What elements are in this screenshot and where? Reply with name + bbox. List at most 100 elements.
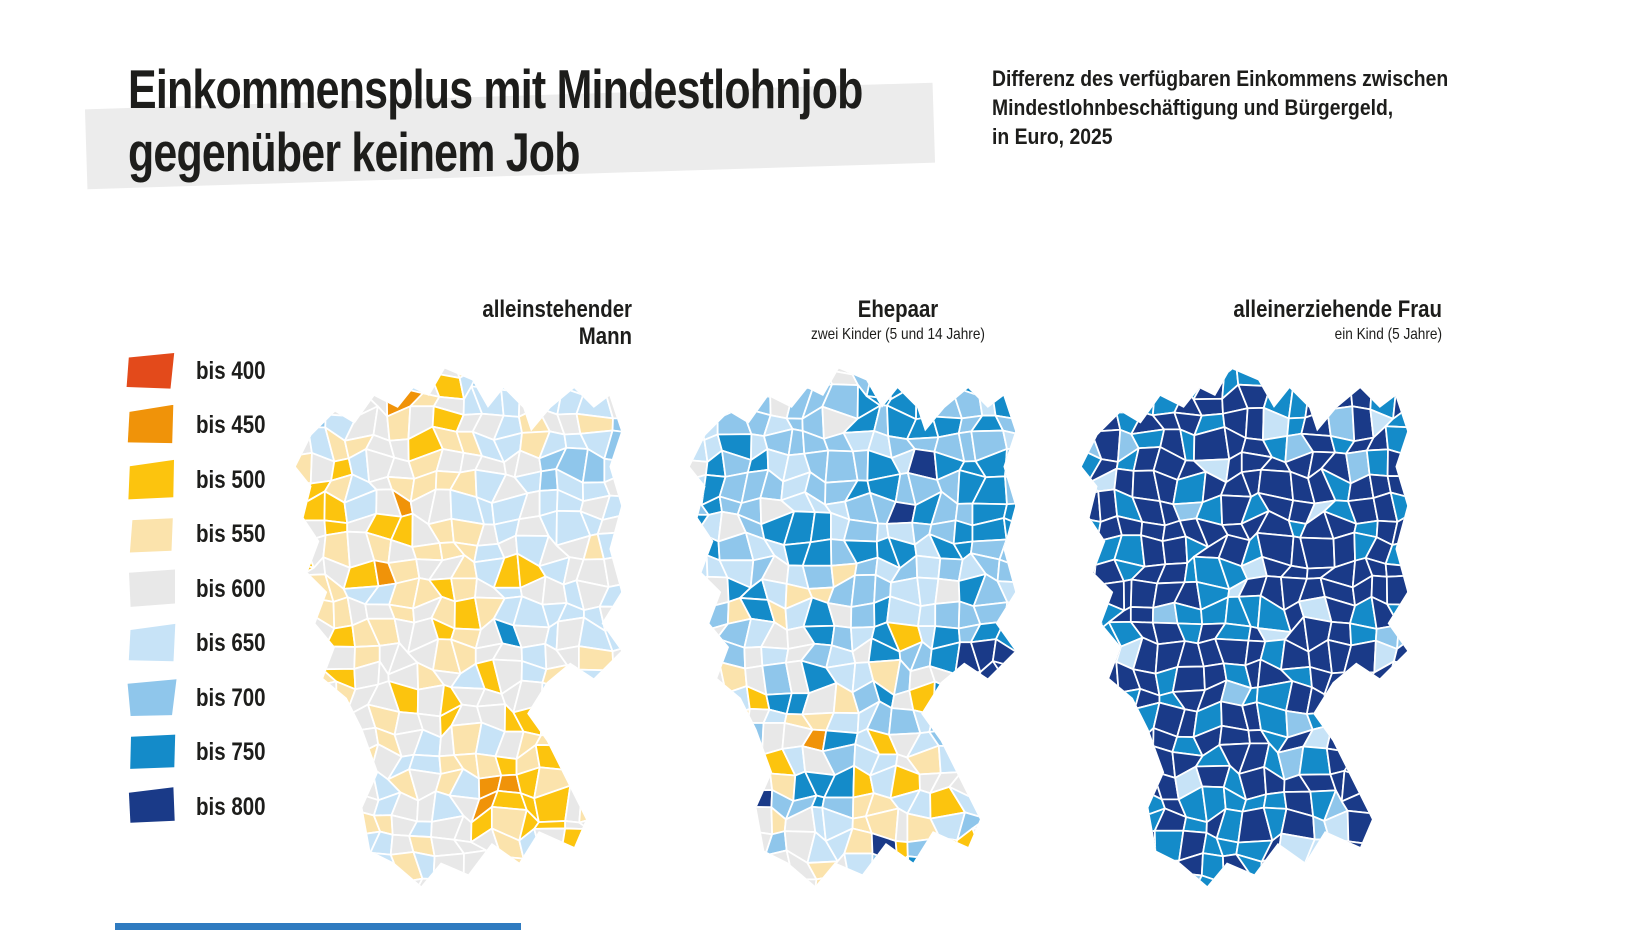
district-cell <box>1081 773 1095 788</box>
district-cell <box>1391 702 1408 737</box>
district-cell <box>564 368 580 374</box>
district-cell <box>1097 724 1114 752</box>
district-cell <box>1020 688 1049 715</box>
district-cell <box>1002 770 1016 793</box>
district-cell <box>295 686 311 717</box>
page-subtitle: Differenz des verfügbaren Einkommens zwi… <box>992 66 1449 149</box>
district-cell <box>1108 368 1146 379</box>
district-cell <box>1259 877 1295 887</box>
district-cell <box>1457 788 1466 822</box>
district-cell <box>600 769 622 800</box>
district-cell <box>538 468 559 492</box>
district-cell <box>1074 405 1079 436</box>
district-cell <box>599 678 622 709</box>
district-cell <box>311 869 334 887</box>
district-cell <box>722 767 743 792</box>
district-cell <box>994 414 1016 437</box>
district-cell <box>1074 787 1079 820</box>
district-cell <box>1074 599 1078 623</box>
district-cell <box>978 368 1009 397</box>
choropleth-map-alleinerziehende-frau <box>1074 349 1466 887</box>
district-cell <box>295 479 312 504</box>
district-cell <box>915 383 934 421</box>
district-cell <box>541 860 572 886</box>
district-cell <box>934 368 965 374</box>
district-cell <box>780 368 809 373</box>
district-cell <box>1325 747 1357 776</box>
district-cell <box>1130 860 1161 875</box>
district-cell <box>740 395 772 417</box>
district-cell <box>887 349 914 367</box>
legend-label: bis 550 <box>196 520 266 549</box>
district-cell <box>587 870 613 887</box>
district-cell <box>1363 368 1397 377</box>
district-cell <box>599 870 622 887</box>
district-cell <box>672 729 680 753</box>
legend-swatch-icon <box>127 404 174 443</box>
district-cell <box>295 368 314 372</box>
district-cell <box>1131 764 1163 801</box>
district-cell <box>951 853 984 878</box>
district-cell <box>1256 368 1291 379</box>
district-cell <box>1062 620 1074 652</box>
district-cell <box>934 600 961 630</box>
district-cell <box>1343 704 1375 736</box>
district-cell <box>1451 711 1466 735</box>
district-cell <box>1431 558 1453 586</box>
district-cell <box>1457 368 1466 399</box>
district-cell <box>1450 494 1466 517</box>
district-cell <box>1328 838 1350 862</box>
district-cell <box>1171 665 1206 693</box>
district-cell <box>738 767 774 792</box>
page-title-line1: Einkommensplus mit Mindestlohnjob <box>128 58 863 120</box>
district-cell <box>1142 727 1155 751</box>
district-cell <box>997 829 1016 857</box>
district-cell <box>642 710 671 732</box>
district-cell <box>1062 416 1074 438</box>
district-cell <box>626 497 648 521</box>
district-cell <box>518 383 539 418</box>
district-cell <box>1427 834 1463 855</box>
district-cell <box>744 369 772 398</box>
district-cell <box>534 368 569 389</box>
district-cell <box>705 704 733 738</box>
district-cell <box>295 519 305 543</box>
district-cell <box>629 351 652 367</box>
district-cell <box>303 851 329 873</box>
district-cell <box>700 742 730 773</box>
district-cell <box>288 666 291 695</box>
district-cell <box>1081 584 1099 600</box>
district-cell <box>1439 754 1460 771</box>
district-cell <box>295 416 309 434</box>
district-cell <box>644 726 672 755</box>
district-cell <box>1035 786 1056 816</box>
district-cell <box>1111 749 1146 768</box>
district-cell <box>1385 775 1408 793</box>
district-cell <box>500 388 521 418</box>
district-cell <box>1457 436 1466 461</box>
district-cell <box>1404 786 1408 819</box>
district-cell <box>917 602 937 628</box>
district-cell <box>1448 349 1466 368</box>
district-cell <box>1153 368 1187 377</box>
district-cell <box>578 349 609 356</box>
district-cell <box>1386 603 1408 633</box>
district-cell <box>682 349 701 354</box>
district-cell <box>1022 879 1045 890</box>
district-cell <box>1129 368 1156 394</box>
district-cell <box>957 727 983 758</box>
district-cell <box>971 827 1004 857</box>
district-cell <box>302 680 338 704</box>
district-cell <box>1131 349 1159 351</box>
district-cell <box>1081 784 1099 820</box>
district-cell <box>1304 388 1329 419</box>
district-cell <box>952 349 983 351</box>
district-cell <box>1086 765 1126 802</box>
district-cell <box>295 645 317 669</box>
district-cell <box>716 406 753 436</box>
district-cell <box>1262 791 1288 810</box>
district-cell <box>747 805 774 836</box>
district-cell <box>603 457 622 484</box>
district-cell <box>1041 877 1068 890</box>
district-cell <box>1430 517 1456 547</box>
